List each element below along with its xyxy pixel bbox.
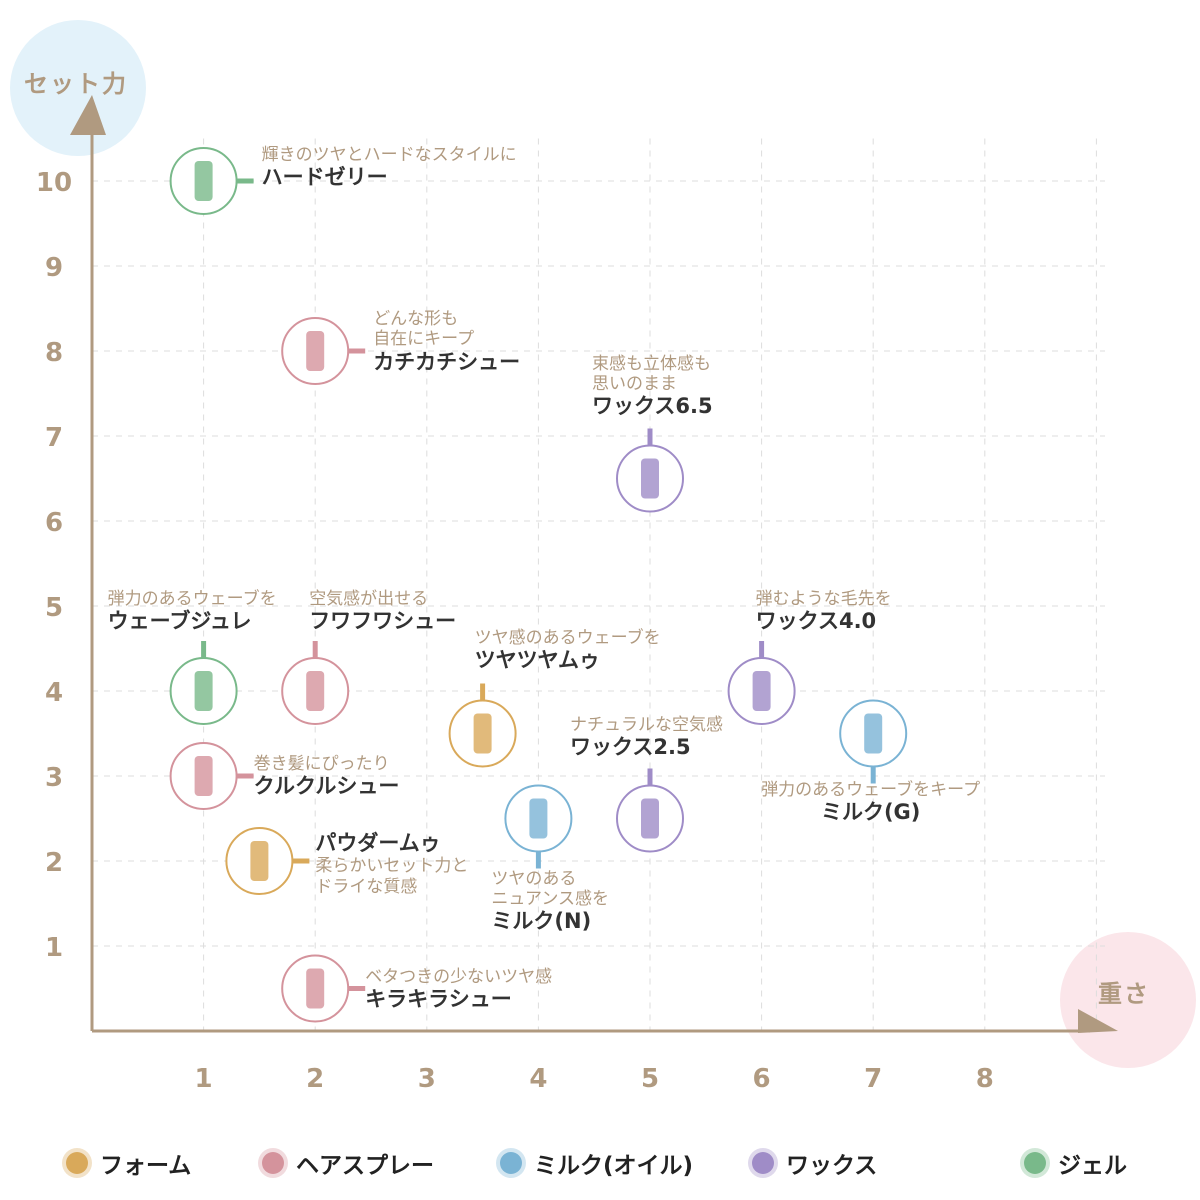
product-description: ナチュラルな空気感: [570, 714, 723, 735]
product-label: ツヤ感のあるウェーブを ツヤツヤムゥ: [475, 628, 661, 674]
y-tick-label: 3: [45, 763, 63, 793]
x-tick-label: 4: [529, 1064, 547, 1094]
legend-label: ヘアスプレー: [296, 1153, 434, 1179]
product-description: 柔らかいセット力と: [315, 856, 469, 877]
product-name: ワックス2.5: [570, 734, 691, 759]
product-description: ツヤのある: [491, 868, 577, 889]
x-tick-label: 7: [864, 1064, 882, 1094]
product-description: 空気感が出せる: [309, 589, 429, 609]
product-name: パウダームゥ: [315, 831, 441, 855]
y-tick-label: 2: [45, 848, 63, 878]
y-tick-label: 8: [45, 338, 63, 368]
product-image: [641, 458, 659, 499]
legend-label: ミルク(オイル): [534, 1153, 694, 1179]
x-axis-arrow: [1078, 1009, 1118, 1033]
legend-item-milk: ミルク(オイル): [500, 1146, 693, 1180]
x-axis-title: 重さ: [1098, 980, 1150, 1008]
product-label: 弾むような毛先を ワックス4.0: [756, 589, 892, 635]
product-image: [306, 968, 325, 1009]
legend-item-foam: フォーム: [66, 1146, 191, 1180]
product-name: キラキラシュー: [365, 986, 512, 1011]
product-label: ツヤのある ニュアンス感を ミルク(N): [491, 869, 609, 935]
product-description: 自在にキープ: [373, 329, 475, 350]
product-label: 空気感が出せる フワフワシュー: [309, 589, 456, 635]
x-tick-label: 6: [753, 1064, 771, 1094]
product-description: ドライな質感: [315, 876, 418, 897]
x-tick-label: 1: [195, 1064, 213, 1094]
product-label: 束感も立体感も 思いのまま ワックス6.5: [592, 354, 713, 420]
product-name: ワックス6.5: [592, 394, 713, 419]
product-image: [529, 798, 548, 839]
product-description: 巻き髪にぴったり: [253, 754, 390, 774]
product-name: ツヤツヤムゥ: [474, 647, 600, 672]
product-name: フワフワシュー: [309, 609, 457, 634]
legend-label: ジェル: [1058, 1153, 1127, 1179]
x-axis-bubble: [1060, 932, 1196, 1068]
legend-item-wax: ワックス: [752, 1146, 877, 1180]
product-label: どんな形も 自在にキープ カチカチシュー: [373, 309, 520, 375]
product-name: ミルク(G): [820, 799, 921, 824]
product-description: 思いのまま: [592, 373, 677, 394]
x-tick-label: 5: [641, 1064, 659, 1094]
y-axis-bubble: [10, 20, 146, 156]
legend-swatch: [500, 1152, 522, 1174]
product-description: 輝きのツヤとハードなスタイルに: [261, 145, 517, 165]
product-label: ナチュラルな空気感 ワックス2.5: [570, 715, 723, 761]
product-image: [250, 841, 269, 881]
x-tick-label: 3: [418, 1064, 436, 1094]
product-name: ワックス4.0: [755, 609, 877, 634]
product-image: [306, 671, 325, 711]
product-name: クルクルシュー: [253, 774, 400, 799]
y-tick-label: 5: [45, 593, 63, 623]
product-description: 弾力のあるウェーブをキープ: [761, 779, 981, 800]
product-name: ハードゼリー: [261, 165, 388, 190]
x-tick-label: 8: [976, 1064, 994, 1094]
legend-swatch: [262, 1152, 284, 1174]
y-tick-label: 4: [45, 678, 63, 708]
product-name: カチカチシュー: [373, 349, 521, 374]
y-tick-label: 1: [45, 933, 63, 963]
legend-swatch: [752, 1152, 774, 1174]
product-image: [194, 161, 213, 201]
y-tick-label: 6: [45, 508, 63, 538]
y-axis-arrow: [70, 95, 106, 135]
product-image: [641, 798, 659, 839]
y-tick-label: 9: [45, 253, 63, 283]
product-name: ミルク(N): [491, 909, 592, 934]
product-description: どんな形も: [373, 309, 459, 329]
product-description: 弾むような毛先を: [755, 589, 892, 609]
legend: フォーム ヘアスプレー ミルク(オイル) ワックス ジェル: [0, 1146, 1200, 1186]
product-label: 巻き髪にぴったり クルクルシュー: [254, 754, 400, 800]
legend-label: ワックス: [786, 1153, 878, 1179]
legend-swatch: [66, 1152, 88, 1174]
product-image: [752, 671, 771, 711]
product-image: [864, 713, 883, 754]
product-label: パウダームゥ 柔らかいセット力と ドライな質感: [315, 831, 468, 897]
product-image: [194, 756, 213, 796]
product-description: ニュアンス感を: [491, 888, 610, 909]
x-tick-label: 2: [306, 1064, 324, 1094]
product-image: [306, 331, 325, 371]
product-image: [473, 713, 492, 754]
product-label: 弾力のあるウェーブをキープ ミルク(G): [761, 780, 980, 826]
product-image: [194, 671, 213, 711]
product-label: ベタつきの少ないツヤ感 キラキラシュー: [365, 967, 552, 1013]
y-tick-label: 10: [36, 168, 72, 198]
product-description: ベタつきの少ないツヤ感: [365, 966, 553, 987]
product-label: 輝きのツヤとハードなスタイルに ハードゼリー: [262, 145, 517, 191]
legend-item-spray: ヘアスプレー: [262, 1146, 434, 1180]
product-name: ウェーブジュレ: [107, 609, 252, 634]
legend-item-gel: ジェル: [1024, 1146, 1127, 1180]
legend-label: フォーム: [100, 1153, 192, 1179]
y-tick-label: 7: [45, 423, 63, 453]
product-description: ツヤ感のあるウェーブを: [474, 627, 661, 648]
y-axis-title: セット力: [24, 70, 128, 98]
product-description: 束感も立体感も: [592, 353, 711, 374]
product-label: 弾力のあるウェーブを ウェーブジュレ: [108, 589, 277, 635]
legend-swatch: [1024, 1152, 1046, 1174]
product-description: 弾力のあるウェーブを: [107, 589, 277, 609]
